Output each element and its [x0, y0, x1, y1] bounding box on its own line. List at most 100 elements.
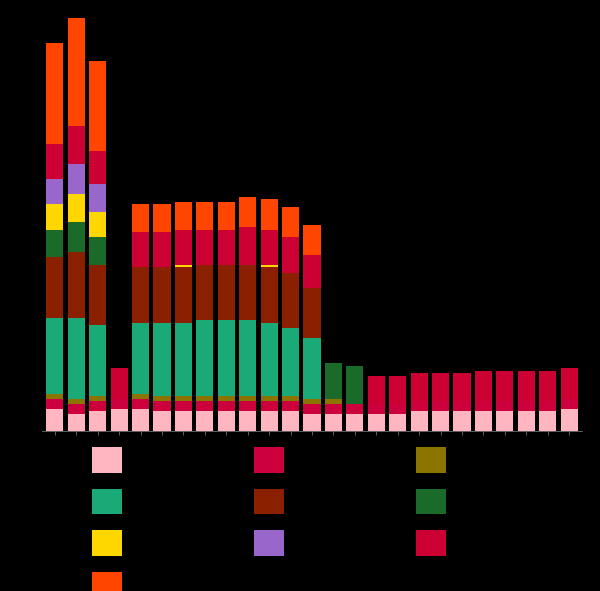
Bar — [46, 230, 64, 257]
Bar — [132, 399, 149, 409]
Bar — [282, 401, 299, 411]
Bar — [92, 447, 122, 473]
Bar — [539, 401, 556, 411]
Bar — [432, 411, 449, 431]
Bar — [89, 184, 106, 212]
Bar — [46, 394, 64, 399]
Bar — [454, 401, 470, 411]
Bar — [518, 411, 535, 431]
Bar — [196, 320, 214, 396]
Bar — [68, 222, 85, 252]
Bar — [68, 15, 85, 126]
Bar — [239, 411, 256, 431]
Bar — [304, 225, 320, 255]
Bar — [68, 164, 85, 194]
Bar — [46, 318, 64, 394]
Bar — [89, 151, 106, 184]
Bar — [218, 202, 235, 230]
Bar — [239, 265, 256, 320]
Bar — [46, 257, 64, 318]
Bar — [46, 179, 64, 204]
Bar — [68, 126, 85, 164]
Bar — [560, 409, 578, 431]
Bar — [68, 318, 85, 399]
Bar — [92, 489, 122, 514]
Bar — [239, 396, 256, 401]
Bar — [304, 338, 320, 399]
Bar — [325, 414, 342, 431]
Bar — [254, 530, 284, 556]
Bar — [282, 411, 299, 431]
Bar — [110, 409, 128, 431]
Bar — [389, 376, 406, 404]
Bar — [239, 197, 256, 227]
Bar — [46, 43, 64, 144]
Bar — [518, 371, 535, 401]
Bar — [89, 411, 106, 431]
Bar — [196, 401, 214, 411]
Bar — [454, 374, 470, 401]
Bar — [218, 230, 235, 265]
Bar — [282, 237, 299, 272]
Bar — [196, 411, 214, 431]
Bar — [346, 366, 364, 404]
Bar — [282, 207, 299, 237]
Bar — [89, 212, 106, 237]
Bar — [218, 265, 235, 320]
Bar — [560, 399, 578, 409]
Bar — [132, 204, 149, 232]
Bar — [68, 194, 85, 222]
Bar — [304, 255, 320, 288]
Bar — [68, 414, 85, 431]
Bar — [46, 399, 64, 409]
Bar — [132, 232, 149, 268]
Bar — [89, 396, 106, 401]
Bar — [46, 409, 64, 431]
Bar — [89, 401, 106, 411]
Bar — [68, 252, 85, 318]
Bar — [154, 401, 170, 411]
Bar — [368, 376, 385, 404]
Bar — [218, 411, 235, 431]
Bar — [518, 401, 535, 411]
Bar — [325, 404, 342, 414]
Bar — [416, 447, 446, 473]
Bar — [154, 411, 170, 431]
Bar — [218, 320, 235, 396]
Bar — [110, 368, 128, 399]
Bar — [325, 399, 342, 404]
Bar — [175, 411, 192, 431]
Bar — [132, 409, 149, 431]
Bar — [175, 268, 192, 323]
Bar — [175, 230, 192, 265]
Bar — [196, 396, 214, 401]
Bar — [260, 199, 278, 230]
Bar — [432, 374, 449, 401]
Bar — [110, 399, 128, 409]
Bar — [475, 371, 492, 401]
Bar — [260, 265, 278, 268]
Bar — [260, 230, 278, 265]
Bar — [410, 401, 428, 411]
Bar — [539, 411, 556, 431]
Bar — [239, 401, 256, 411]
Bar — [410, 411, 428, 431]
Bar — [304, 414, 320, 431]
Bar — [218, 396, 235, 401]
Bar — [260, 411, 278, 431]
Bar — [260, 401, 278, 411]
Bar — [92, 530, 122, 556]
Bar — [89, 237, 106, 265]
Bar — [410, 374, 428, 401]
Bar — [496, 411, 514, 431]
Bar — [325, 363, 342, 399]
Bar — [89, 265, 106, 326]
Bar — [154, 396, 170, 401]
Bar — [304, 404, 320, 414]
Bar — [89, 61, 106, 151]
Bar — [254, 447, 284, 473]
Bar — [282, 328, 299, 396]
Bar — [196, 230, 214, 265]
Bar — [154, 204, 170, 232]
Bar — [175, 202, 192, 230]
